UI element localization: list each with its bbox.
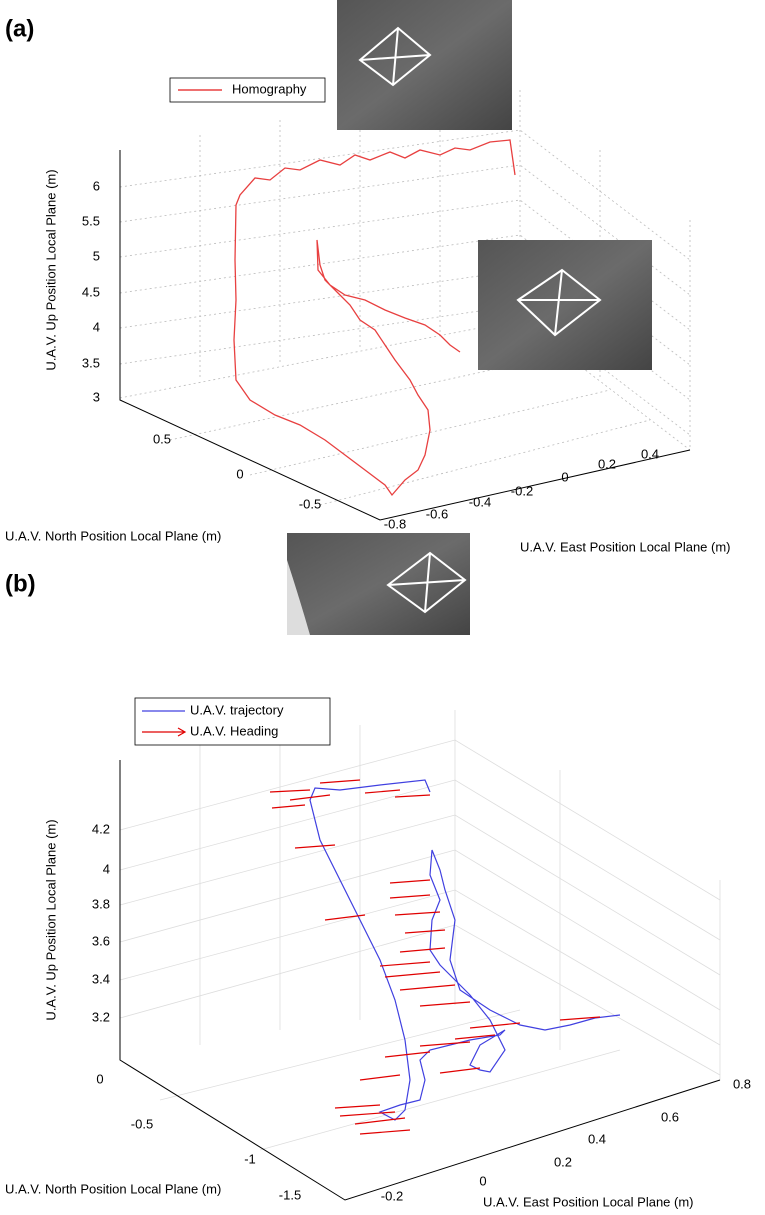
homography-trajectory <box>233 139 516 497</box>
up-tick-label: 3 <box>93 389 100 404</box>
axis-frame <box>119 150 691 521</box>
east-tick-label: 0.4 <box>641 446 659 461</box>
axis-label: U.A.V. East Position Local Plane (m) <box>483 1194 694 1209</box>
up-tick-label: 4.5 <box>82 284 100 299</box>
camera-image <box>478 240 652 370</box>
east-tick-label: 0.4 <box>588 1131 606 1146</box>
axis-label: U.A.V. Up Position Local Plane (m) <box>43 819 58 1020</box>
east-tick-label: 0.2 <box>554 1154 572 1169</box>
uav-trajectory <box>309 779 621 1121</box>
east-tick-label: 0.8 <box>733 1076 751 1091</box>
north-tick-label: -0.5 <box>131 1116 153 1131</box>
up-tick-label: 4 <box>103 861 110 876</box>
east-tick-label: -0.2 <box>511 483 533 498</box>
legend-entry: U.A.V. trajectory <box>190 702 284 717</box>
east-tick-label: -0.4 <box>469 494 491 509</box>
axis-label: U.A.V. East Position Local Plane (m) <box>520 539 731 554</box>
north-tick-label: 0.5 <box>153 431 171 446</box>
north-tick-label: 0 <box>236 466 243 481</box>
legend-swatch <box>142 727 187 737</box>
legend-entry: Homography <box>232 81 307 96</box>
up-tick-label: 3.8 <box>92 896 110 911</box>
east-tick-label: 0 <box>561 469 568 484</box>
up-tick-label: 3.2 <box>92 1009 110 1024</box>
up-tick-label: 4.2 <box>92 821 110 836</box>
axis-label: U.A.V. North Position Local Plane (m) <box>5 528 221 543</box>
up-tick-label: 3.6 <box>92 933 110 948</box>
east-tick-label: -0.2 <box>381 1188 403 1203</box>
east-tick-label: 0.6 <box>661 1109 679 1124</box>
north-tick-label: 0 <box>96 1071 103 1086</box>
north-tick-label: -1.5 <box>279 1187 301 1202</box>
axis-label: U.A.V. North Position Local Plane (m) <box>5 1181 221 1196</box>
camera-image <box>337 0 512 130</box>
north-tick-label: -0.5 <box>299 496 321 511</box>
axis-label: U.A.V. Up Position Local Plane (m) <box>43 169 58 370</box>
heading-arrows <box>269 779 601 1135</box>
up-tick-label: 3.4 <box>92 971 110 986</box>
panel-label: (a) <box>5 15 34 42</box>
east-tick-label: -0.6 <box>426 506 448 521</box>
legend-entry: U.A.V. Heading <box>190 723 278 738</box>
panel-label: (b) <box>5 570 36 597</box>
east-tick-label: 0 <box>479 1173 486 1188</box>
up-tick-label: 6 <box>93 178 100 193</box>
up-tick-label: 5.5 <box>82 213 100 228</box>
north-tick-label: -1 <box>244 1151 256 1166</box>
up-tick-label: 3.5 <box>82 355 100 370</box>
up-tick-label: 4 <box>93 319 100 334</box>
east-tick-label: 0.2 <box>598 456 616 471</box>
legend <box>134 697 331 746</box>
camera-image <box>287 533 470 635</box>
grid <box>119 710 721 1151</box>
up-tick-label: 5 <box>93 248 100 263</box>
axis-frame <box>119 760 721 1201</box>
east-tick-label: -0.8 <box>384 516 406 531</box>
